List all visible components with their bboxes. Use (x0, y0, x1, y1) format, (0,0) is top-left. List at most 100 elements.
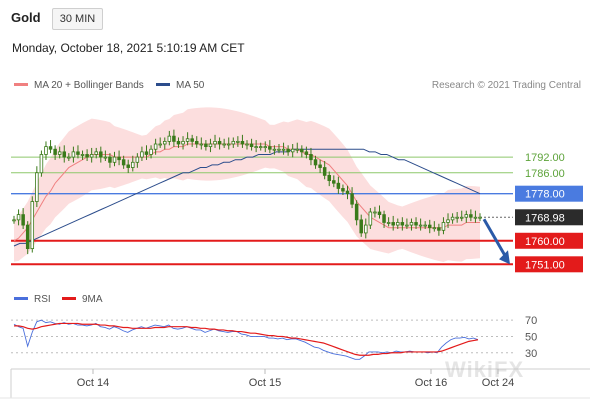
candle-body (135, 156, 140, 163)
candle (226, 137, 231, 150)
candle-body (112, 156, 117, 163)
candle (245, 140, 249, 150)
candle (450, 213, 455, 224)
candle-body (12, 219, 16, 222)
ma20-swatch (14, 82, 28, 86)
candle (400, 217, 405, 231)
level-label-1760.00: 1760.00 (525, 236, 565, 248)
candle-body (35, 172, 39, 202)
candle-body (21, 214, 25, 226)
candle-body (222, 143, 226, 146)
candle (268, 140, 272, 154)
candle-body (167, 135, 172, 142)
candle-body (459, 216, 464, 219)
candle (300, 145, 304, 158)
candle (135, 153, 140, 168)
candle-body (281, 148, 286, 151)
candle-body (80, 154, 85, 156)
candle-body (53, 148, 57, 155)
timeframe-button[interactable]: 30 MIN (52, 8, 103, 30)
candle-body (249, 143, 254, 148)
candle (309, 147, 313, 166)
credit-text: Research © 2021 Trading Central (431, 80, 581, 91)
candle (409, 218, 414, 231)
legend-ma20: MA 20 + Bollinger Bands (14, 80, 144, 91)
candle (190, 134, 194, 147)
candle-body (427, 224, 432, 229)
candle (359, 214, 363, 237)
x-tick-label: Oct 14 (77, 377, 109, 389)
candle-body (414, 222, 418, 226)
candle-body (409, 222, 414, 226)
candle (437, 223, 441, 236)
candle-body (450, 216, 455, 221)
candle (222, 138, 226, 148)
candle-body (350, 193, 354, 205)
candle (341, 184, 345, 195)
candle (48, 140, 53, 154)
candle-body (76, 151, 80, 155)
candle (39, 150, 44, 177)
candle-body (254, 146, 258, 149)
watermark: WikiFX (445, 357, 525, 382)
candle-body (208, 143, 213, 148)
candle-body (240, 140, 245, 145)
candle (405, 218, 409, 229)
candle-body (437, 227, 441, 231)
candle-body (304, 151, 309, 155)
candle (80, 150, 85, 160)
candle (181, 136, 185, 150)
candle (144, 145, 149, 160)
candle (382, 210, 386, 228)
rsi-swatch (14, 296, 28, 300)
candle (89, 147, 94, 163)
candle-body (469, 214, 473, 218)
candle-body (354, 203, 359, 221)
rsi-9ma-line (14, 322, 479, 356)
x-tick-label: Oct 15 (249, 377, 281, 389)
candle-body (290, 148, 295, 153)
candle (71, 146, 76, 163)
candle (85, 149, 89, 161)
candle (16, 209, 21, 226)
candle (277, 144, 281, 154)
candle-body (190, 138, 194, 142)
candle-body (71, 151, 76, 158)
candle (217, 137, 222, 150)
candle (167, 130, 172, 146)
candle-body (286, 148, 290, 153)
candle (455, 212, 459, 223)
candle (364, 218, 368, 239)
candle-body (131, 161, 135, 168)
candle-body (359, 219, 363, 234)
candle-body (176, 140, 181, 145)
candle-body (300, 148, 304, 153)
x-tick-label: Oct 16 (415, 377, 447, 389)
candle-body (126, 164, 130, 168)
candle (345, 185, 350, 200)
candle (418, 218, 423, 231)
candle (172, 129, 176, 147)
candle (322, 161, 327, 180)
rsi-tick-50: 50 (525, 331, 537, 343)
candle (473, 210, 478, 223)
candle (53, 145, 57, 160)
candle-body (423, 224, 427, 227)
candle (44, 141, 48, 160)
candle-body (277, 148, 281, 151)
candle (272, 145, 277, 155)
projection-arrow-head (499, 250, 510, 265)
candle-body (432, 227, 437, 230)
projection-arrow-shaft (482, 218, 508, 259)
candle-body (327, 174, 331, 182)
candle (318, 159, 322, 174)
candle-body (213, 140, 217, 145)
candle (464, 210, 469, 223)
candle (478, 213, 482, 222)
candle (386, 217, 391, 227)
candle (76, 145, 80, 159)
level-label-box-1768.98 (515, 209, 583, 226)
candle (286, 145, 290, 156)
candle-body (117, 156, 121, 161)
